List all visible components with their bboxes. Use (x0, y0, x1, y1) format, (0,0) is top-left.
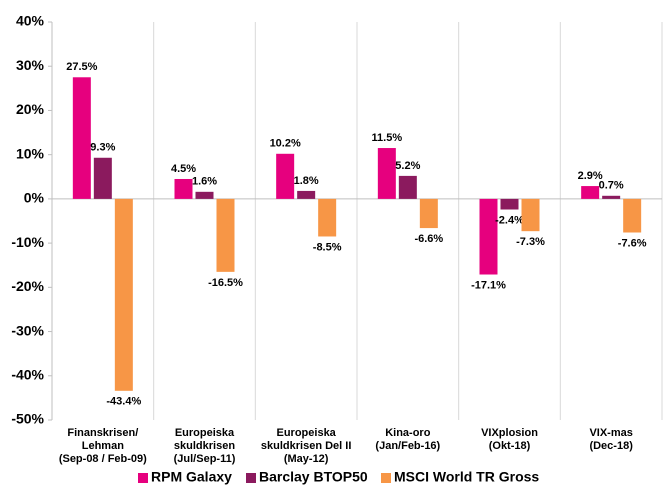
x-tick-label: skuldkrisen (174, 440, 235, 452)
data-label: 10.2% (270, 138, 301, 150)
bar (276, 153, 295, 199)
legend-swatch (381, 473, 391, 483)
bar (602, 195, 621, 199)
bar (521, 198, 540, 232)
y-tick-label: -30% (11, 322, 44, 338)
data-label: 27.5% (66, 61, 97, 73)
x-tick-label: Europeiska (277, 427, 337, 439)
bar (195, 191, 214, 199)
x-tick-label: Finanskrisen/ (67, 427, 138, 439)
x-tick-label: skuldkrisen Del II (261, 440, 351, 452)
bar (216, 198, 235, 272)
y-tick-label: 10% (16, 145, 45, 161)
y-tick-label: 20% (16, 101, 45, 117)
y-tick-label: -50% (11, 411, 44, 427)
x-tick-label: Kina-oro (385, 427, 431, 439)
data-label: 11.5% (372, 132, 403, 144)
data-label: -43.4% (106, 396, 141, 408)
data-label: -6.6% (414, 233, 443, 245)
y-tick-label: -40% (11, 366, 44, 382)
x-tick-label: (Sep-08 / Feb-09) (59, 453, 147, 465)
x-tick-label: (Jul/Sep-11) (174, 453, 236, 465)
bar (93, 157, 112, 199)
y-tick-label: 0% (24, 190, 45, 206)
legend-swatch (138, 473, 148, 483)
bar (479, 198, 498, 275)
data-label: -7.6% (618, 237, 647, 249)
legend-label: Barclay BTOP50 (259, 469, 368, 485)
data-label: 4.5% (171, 163, 196, 175)
data-label: 1.8% (294, 175, 319, 187)
x-tick-label: (Dec-18) (589, 440, 633, 452)
bar (398, 175, 417, 199)
bar (72, 77, 91, 199)
data-label: -17.1% (471, 279, 506, 291)
data-label: 2.9% (578, 170, 603, 182)
bar (500, 198, 519, 210)
x-tick-label: (May-12) (284, 453, 329, 465)
data-label: -16.5% (208, 277, 243, 289)
y-tick-label: 40% (16, 13, 45, 29)
bar (297, 190, 316, 199)
legend-label: MSCI World TR Gross (394, 469, 539, 485)
data-label: 1.6% (192, 176, 217, 188)
legend-label: RPM Galaxy (151, 469, 232, 485)
data-label: 9.3% (90, 142, 115, 154)
bar (623, 198, 642, 233)
bar (377, 148, 396, 199)
data-label: 5.2% (395, 160, 420, 172)
x-tick-label: Lehman (82, 440, 124, 452)
legend-swatch (246, 473, 256, 483)
x-tick-label: VIX-mas (589, 427, 632, 439)
data-label: 0.7% (599, 180, 624, 192)
data-label: -8.5% (313, 241, 342, 253)
x-tick-label: VIXplosion (481, 427, 538, 439)
x-tick-label: (Jan/Feb-16) (375, 440, 440, 452)
y-tick-label: -10% (11, 234, 44, 250)
x-tick-label: Europeiska (175, 427, 235, 439)
bar (114, 198, 133, 391)
bar (419, 198, 438, 229)
bar (174, 178, 193, 199)
bar (318, 198, 337, 237)
y-tick-label: -20% (11, 278, 44, 294)
data-label: -7.3% (516, 236, 545, 248)
x-tick-label: (Okt-18) (489, 440, 531, 452)
bar (581, 186, 600, 199)
y-tick-label: 30% (16, 57, 45, 73)
data-label: -2.4% (495, 214, 524, 226)
